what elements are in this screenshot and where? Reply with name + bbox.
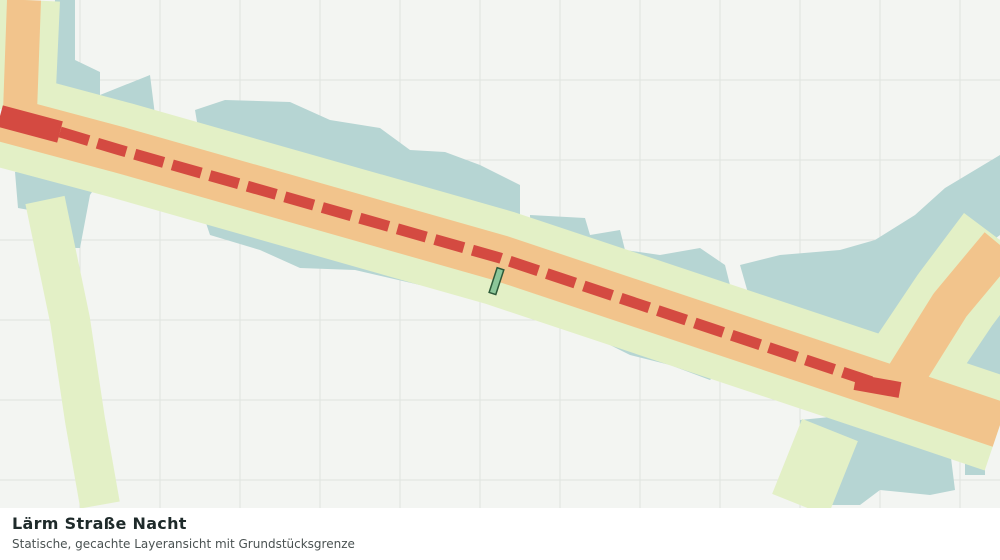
noise-zone-max xyxy=(0,105,902,398)
parcel-boundary[interactable] xyxy=(488,266,505,296)
map-footer: Lärm Straße Nacht Statische, gecachte La… xyxy=(0,508,1000,560)
map-title: Lärm Straße Nacht xyxy=(12,514,187,533)
map-subtitle: Statische, gecachte Layeransicht mit Gru… xyxy=(12,537,355,551)
